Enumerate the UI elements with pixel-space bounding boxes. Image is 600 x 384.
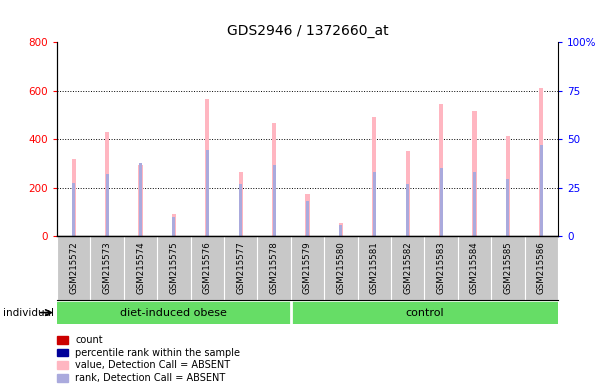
Bar	[239, 184, 242, 236]
Text: GSM215576: GSM215576	[203, 241, 212, 294]
Text: GSM215573: GSM215573	[103, 241, 112, 294]
Bar	[373, 172, 376, 236]
Text: GSM215584: GSM215584	[470, 241, 479, 294]
Bar	[139, 164, 142, 236]
Text: GSM215586: GSM215586	[537, 241, 546, 294]
Title: GDS2946 / 1372660_at: GDS2946 / 1372660_at	[227, 25, 388, 38]
Bar	[540, 145, 543, 236]
Text: GSM215577: GSM215577	[236, 241, 245, 294]
Text: GSM215574: GSM215574	[136, 241, 145, 294]
Text: GSM215585: GSM215585	[503, 241, 512, 294]
Bar	[106, 174, 109, 236]
Bar	[472, 111, 476, 236]
Bar	[340, 225, 343, 236]
Bar	[339, 223, 343, 236]
Text: GSM215579: GSM215579	[303, 241, 312, 294]
Bar	[205, 99, 209, 236]
Bar	[539, 88, 544, 236]
Bar	[305, 194, 310, 236]
Bar	[172, 217, 175, 236]
Bar	[72, 183, 75, 236]
Text: individual: individual	[3, 308, 54, 318]
Text: GSM215583: GSM215583	[437, 241, 446, 294]
Bar	[406, 151, 410, 236]
Bar	[439, 104, 443, 236]
Text: GSM215575: GSM215575	[169, 241, 178, 294]
Bar	[372, 118, 376, 236]
Bar	[272, 123, 276, 236]
Text: GSM215572: GSM215572	[69, 241, 78, 294]
Bar	[406, 184, 409, 236]
Text: GSM215578: GSM215578	[269, 241, 278, 294]
Text: GSM215581: GSM215581	[370, 241, 379, 294]
Text: GSM215582: GSM215582	[403, 241, 412, 294]
Text: count: count	[75, 335, 103, 345]
Bar	[473, 172, 476, 236]
Bar	[57, 302, 291, 323]
Bar	[239, 172, 243, 236]
Bar	[105, 132, 109, 236]
Bar	[440, 168, 443, 236]
Bar	[139, 165, 143, 236]
Bar	[71, 159, 76, 236]
Bar	[506, 136, 510, 236]
Bar	[306, 201, 309, 236]
Text: GSM215580: GSM215580	[337, 241, 346, 294]
Bar	[291, 302, 558, 323]
Text: percentile rank within the sample: percentile rank within the sample	[75, 348, 240, 358]
Bar	[206, 150, 209, 236]
Text: value, Detection Call = ABSENT: value, Detection Call = ABSENT	[75, 360, 230, 370]
Bar	[506, 179, 509, 236]
Text: rank, Detection Call = ABSENT: rank, Detection Call = ABSENT	[75, 373, 225, 383]
Bar	[172, 214, 176, 236]
Bar	[272, 165, 275, 236]
Text: diet-induced obese: diet-induced obese	[121, 308, 227, 318]
Text: control: control	[405, 308, 444, 318]
